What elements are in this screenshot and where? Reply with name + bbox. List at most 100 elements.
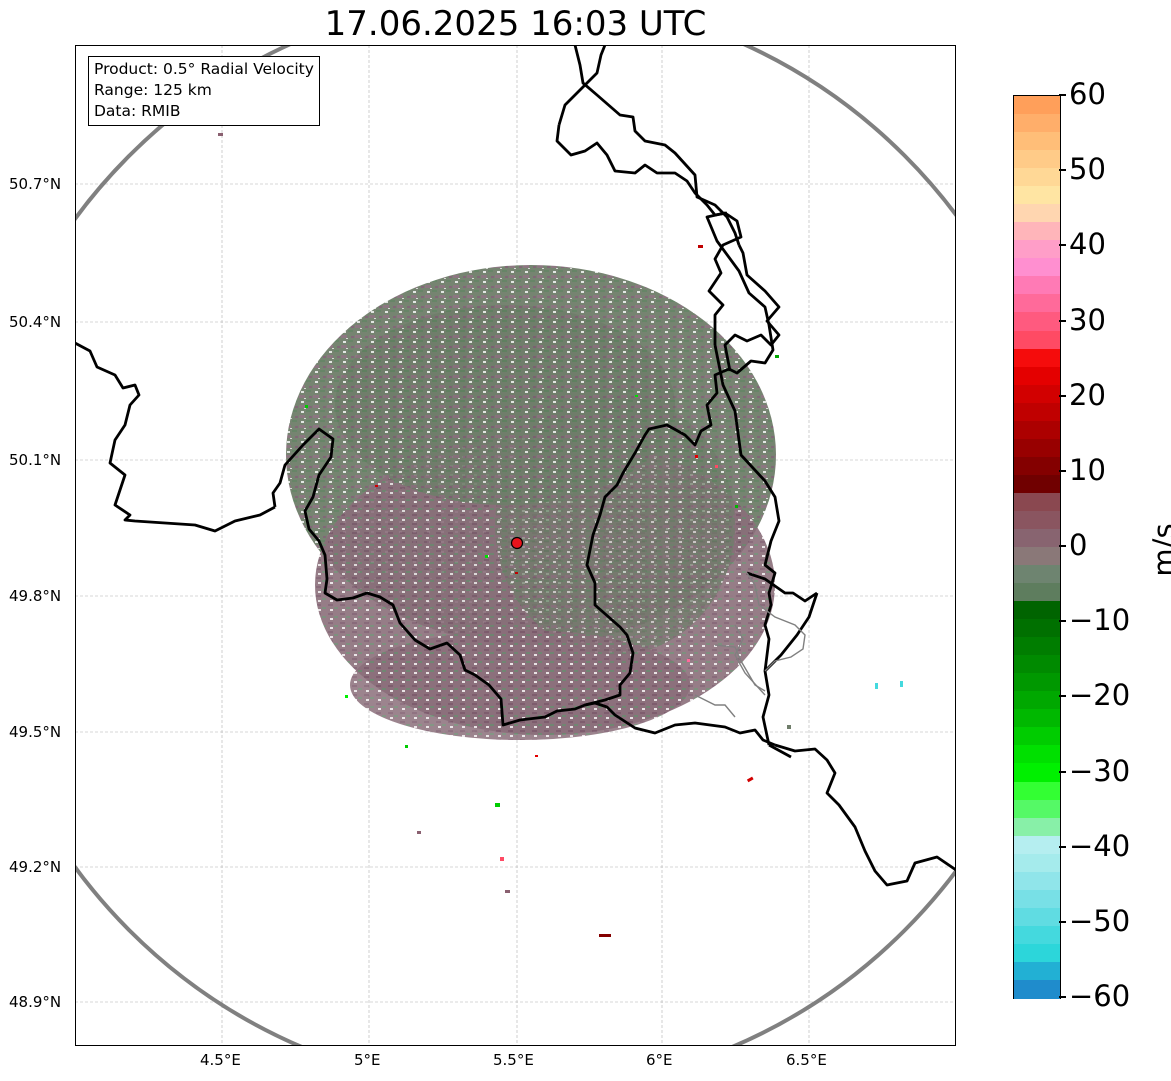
country-borders [75, 45, 956, 887]
colorbar-segment [1014, 222, 1060, 241]
colorbar-segment [1014, 583, 1060, 602]
lon-label: 4.5°E [200, 1051, 241, 1069]
colorbar-segment [1014, 366, 1060, 386]
colorbar-segment [1014, 745, 1060, 765]
colorbar-segment [1014, 438, 1060, 458]
colorbar-segment [1014, 673, 1060, 692]
lat-label: 48.9°N [9, 993, 62, 1011]
colorbar-tick-label: 10 [1069, 452, 1106, 487]
colorbar-segment [1014, 601, 1060, 620]
colorbar-segment [1014, 384, 1060, 404]
regional-borders [694, 572, 806, 718]
lon-label: 5.5°E [493, 1051, 534, 1069]
colorbar-tick-label: 30 [1069, 302, 1106, 337]
colorbar-segment [1014, 150, 1060, 169]
colorbar-tick [1059, 920, 1066, 923]
colorbar-tick [1059, 94, 1066, 96]
colorbar-segment [1014, 889, 1060, 909]
lat-label: 50.4°N [9, 313, 62, 331]
colorbar-tick [1059, 996, 1066, 998]
colorbar-tick-label: 50 [1069, 152, 1106, 187]
colorbar-segment [1014, 781, 1060, 801]
colorbar-segment [1014, 547, 1060, 566]
colorbar-segment [1014, 240, 1060, 259]
colorbar-segment [1014, 565, 1060, 584]
map-frame-border [75, 45, 956, 1046]
colorbar-segment [1014, 492, 1060, 512]
colorbar-segment [1014, 853, 1060, 873]
colorbar-segment [1014, 799, 1060, 819]
colorbar-tick [1059, 169, 1066, 172]
colorbar-tick-label: −50 [1069, 903, 1131, 938]
colorbar-tick [1059, 695, 1066, 698]
colorbar-segment [1014, 637, 1060, 656]
colorbar-tick-label: −40 [1069, 828, 1131, 863]
colorbar-segment [1014, 655, 1060, 674]
lon-label: 6°E [646, 1051, 673, 1069]
info-range: Range: 125 km [94, 81, 212, 99]
colorbar-segment [1014, 763, 1060, 783]
colorbar-segment [1014, 168, 1060, 187]
colorbar-segment [1014, 925, 1060, 945]
lon-label: 6.5°E [786, 1051, 827, 1069]
info-box: Product: 0.5° Radial Velocity Range: 125… [88, 56, 320, 126]
colorbar-segment [1014, 907, 1060, 927]
map-canvas [75, 45, 956, 1046]
colorbar-segment [1014, 871, 1060, 891]
colorbar-segment [1014, 402, 1060, 422]
colorbar-tick-label: 0 [1069, 528, 1088, 562]
lat-label: 49.5°N [9, 723, 62, 741]
colorbar-segment [1014, 961, 1060, 981]
colorbar-segment [1014, 817, 1060, 837]
colorbar-segment [1014, 619, 1060, 638]
info-product: Product: 0.5° Radial Velocity [94, 60, 314, 78]
radar-site-marker [510, 536, 524, 550]
colorbar-segment [1014, 258, 1060, 277]
colorbar-tick-label: 40 [1069, 227, 1106, 262]
colorbar-tick-label: −60 [1069, 979, 1131, 1013]
colorbar-segment [1014, 312, 1060, 332]
colorbar-tick [1059, 469, 1066, 472]
colorbar-tick [1059, 545, 1066, 547]
colorbar-tick [1059, 244, 1066, 247]
colorbar-segment [1014, 96, 1060, 115]
colorbar-tick [1059, 845, 1066, 848]
colorbar-segment [1014, 727, 1060, 747]
colorbar-tick-label: 20 [1069, 377, 1106, 412]
info-data: Data: RMIB [94, 102, 181, 120]
colorbar [1013, 95, 1061, 999]
colorbar-segment [1014, 186, 1060, 205]
colorbar-segment [1014, 276, 1060, 296]
radar-echo-area [218, 133, 903, 937]
colorbar-segment [1014, 835, 1060, 855]
lat-label: 49.2°N [9, 858, 62, 876]
colorbar-segment [1014, 330, 1060, 350]
chart-title: 17.06.2025 16:03 UTC [324, 4, 707, 44]
radar-map: Product: 0.5° Radial Velocity Range: 125… [75, 45, 956, 1046]
colorbar-tick-label: −20 [1069, 678, 1131, 713]
colorbar-tick [1059, 770, 1066, 773]
lat-label: 50.1°N [9, 451, 62, 469]
colorbar-segment [1014, 979, 1060, 999]
colorbar-segment [1014, 294, 1060, 314]
lat-label: 50.7°N [9, 175, 62, 193]
colorbar-segment [1014, 528, 1060, 548]
colorbar-unit-label: m/s [1147, 523, 1171, 577]
colorbar-tick [1059, 620, 1066, 623]
colorbar-segment [1014, 943, 1060, 963]
colorbar-segment [1014, 709, 1060, 728]
lat-label: 49.8°N [9, 587, 62, 605]
colorbar-tick-label: 60 [1069, 77, 1106, 111]
colorbar-segment [1014, 420, 1060, 440]
colorbar-tick-label: −10 [1069, 603, 1131, 638]
colorbar-segment [1014, 132, 1060, 151]
colorbar-segment [1014, 691, 1060, 710]
colorbar-tick-label: −30 [1069, 753, 1131, 788]
colorbar-segment [1014, 204, 1060, 223]
colorbar-tick [1059, 319, 1066, 322]
colorbar-segment [1014, 348, 1060, 368]
colorbar-segment [1014, 456, 1060, 476]
lon-label: 5°E [354, 1051, 381, 1069]
colorbar-segment [1014, 114, 1060, 133]
colorbar-segment [1014, 474, 1060, 494]
